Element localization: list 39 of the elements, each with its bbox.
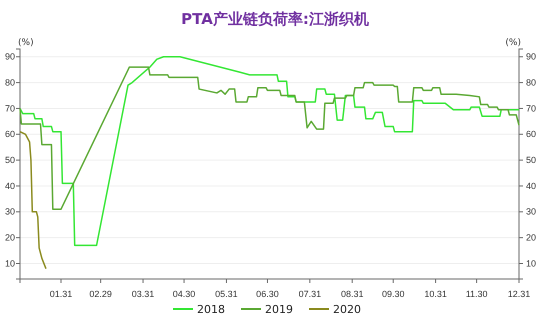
y2-tick-label: 20 bbox=[526, 232, 536, 243]
x-tick-label: 02.29 bbox=[89, 288, 112, 299]
x-tick-label: 05.31 bbox=[215, 288, 238, 299]
y-tick-label: 70 bbox=[4, 103, 15, 114]
chart-title: PTA产业链负荷率:江浙织机 bbox=[181, 10, 369, 28]
line-series bbox=[19, 130, 47, 270]
y2-tick-label: 40 bbox=[526, 180, 536, 191]
y2-tick-label: 10 bbox=[526, 258, 536, 268]
x-tick-label: 07.31 bbox=[298, 288, 322, 299]
legend-label: 2020 bbox=[333, 303, 361, 316]
x-tick-label: 06.30 bbox=[256, 288, 279, 299]
line-series bbox=[19, 56, 520, 246]
y2-tick-label: 30 bbox=[526, 206, 536, 217]
x-tick-label: 10.31 bbox=[424, 288, 447, 299]
y2-axis-title: (%) bbox=[505, 38, 521, 48]
x-tick-label: 08.31 bbox=[340, 288, 364, 299]
y2-tick-label: 70 bbox=[526, 103, 536, 114]
line-series bbox=[19, 66, 520, 210]
y-tick-label: 90 bbox=[4, 52, 15, 62]
y-tick-label: 50 bbox=[4, 155, 15, 166]
legend-label: 2018 bbox=[197, 303, 225, 316]
y2-tick-label: 80 bbox=[526, 77, 536, 88]
x-tick-label: 03.31 bbox=[132, 288, 154, 299]
y-tick-label: 30 bbox=[4, 206, 15, 217]
y-tick-label: 20 bbox=[4, 232, 15, 243]
y-tick-label: 40 bbox=[4, 180, 15, 191]
x-tick-label: 01.31 bbox=[50, 288, 72, 299]
y-tick-label: 80 bbox=[4, 77, 15, 88]
x-tick-label: 11.30 bbox=[466, 288, 488, 299]
legend-label: 2019 bbox=[265, 303, 293, 316]
x-tick-label: 09.30 bbox=[382, 288, 404, 299]
y2-tick-label: 60 bbox=[526, 129, 536, 140]
x-tick-label: 12.31 bbox=[508, 288, 530, 299]
y-axis-title: (%) bbox=[18, 38, 34, 48]
y2-tick-label: 90 bbox=[526, 52, 536, 62]
y-tick-label: 10 bbox=[4, 258, 15, 268]
y-tick-label: 60 bbox=[4, 129, 15, 140]
y2-tick-label: 50 bbox=[526, 155, 536, 166]
x-tick-label: 04.30 bbox=[172, 288, 196, 299]
